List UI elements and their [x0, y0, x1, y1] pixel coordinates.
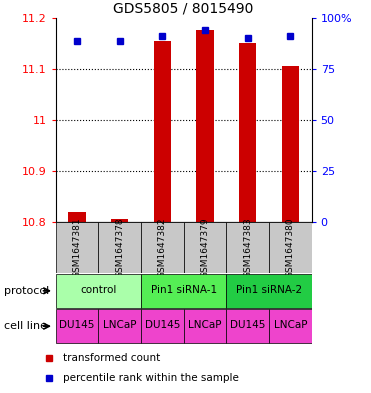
Bar: [269, 222, 312, 273]
Bar: [154, 41, 171, 222]
Text: GSM1647381: GSM1647381: [72, 217, 82, 278]
Text: LNCaP: LNCaP: [103, 320, 137, 331]
Bar: [184, 309, 226, 343]
Text: GSM1647378: GSM1647378: [115, 217, 124, 278]
Text: LNCaP: LNCaP: [273, 320, 307, 331]
Text: GSM1647383: GSM1647383: [243, 217, 252, 278]
Text: Pin1 siRNA-2: Pin1 siRNA-2: [236, 285, 302, 295]
Title: GDS5805 / 8015490: GDS5805 / 8015490: [114, 1, 254, 15]
Bar: [141, 274, 226, 308]
Bar: [98, 309, 141, 343]
Bar: [98, 222, 141, 273]
Text: GSM1647380: GSM1647380: [286, 217, 295, 278]
Bar: [184, 222, 226, 273]
Text: percentile rank within the sample: percentile rank within the sample: [63, 373, 239, 383]
Text: Pin1 siRNA-1: Pin1 siRNA-1: [151, 285, 217, 295]
Bar: [56, 274, 141, 308]
Bar: [226, 274, 312, 308]
Bar: [68, 212, 85, 222]
Bar: [226, 222, 269, 273]
Text: control: control: [80, 285, 116, 295]
Bar: [111, 220, 128, 222]
Text: DU145: DU145: [230, 320, 265, 331]
Text: GSM1647382: GSM1647382: [158, 217, 167, 278]
Text: DU145: DU145: [145, 320, 180, 331]
Bar: [56, 222, 98, 273]
Text: transformed count: transformed count: [63, 353, 161, 363]
Bar: [196, 30, 213, 222]
Bar: [226, 309, 269, 343]
Text: protocol: protocol: [4, 286, 49, 296]
Bar: [282, 66, 299, 222]
Text: cell line: cell line: [4, 321, 47, 331]
Bar: [56, 309, 98, 343]
Bar: [269, 309, 312, 343]
Text: GSM1647379: GSM1647379: [200, 217, 210, 278]
Bar: [141, 309, 184, 343]
Bar: [239, 43, 256, 222]
Bar: [141, 222, 184, 273]
Text: LNCaP: LNCaP: [188, 320, 222, 331]
Text: DU145: DU145: [59, 320, 95, 331]
